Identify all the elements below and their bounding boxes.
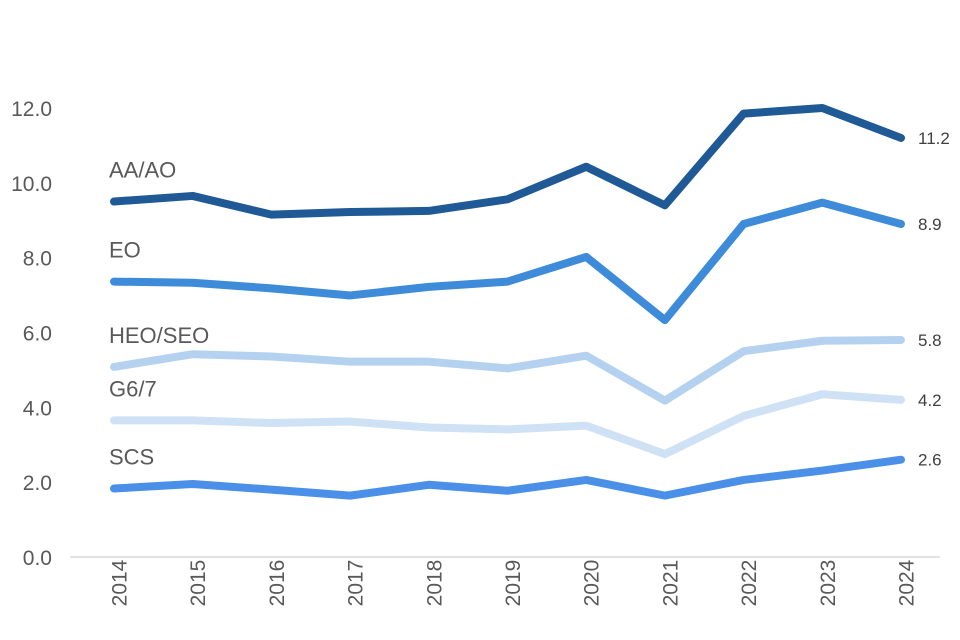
x-tick-label: 2017 xyxy=(345,560,368,607)
y-axis-ticks: 0.0 2.0 4.0 6.0 8.0 10.0 12.0 xyxy=(11,98,52,570)
series-line-eo xyxy=(110,198,905,325)
end-value-labels: 11.2 8.9 5.8 4.2 2.6 xyxy=(918,129,950,470)
x-tick-label: 2014 xyxy=(109,559,132,606)
y-tick-label: 4.0 xyxy=(23,397,52,420)
series-name-label: HEO/SEO xyxy=(109,323,209,348)
series-labels: AA/AO EO HEO/SEO G6/7 SCS xyxy=(109,158,209,470)
x-tick-label: 2024 xyxy=(896,559,919,606)
y-tick-label: 0.0 xyxy=(23,547,52,570)
x-tick-label: 2019 xyxy=(502,560,525,607)
x-tick-label: 2016 xyxy=(266,560,289,607)
x-axis-ticks: 2014 2015 2016 2017 2018 2019 2020 2021 2022 2023… xyxy=(109,559,919,606)
series-name-label: SCS xyxy=(109,445,154,470)
series-end-value-label: 2.6 xyxy=(918,451,942,470)
series-end-value-label: 11.2 xyxy=(918,129,950,148)
x-tick-label: 2018 xyxy=(423,560,446,607)
x-tick-label: 2021 xyxy=(659,560,682,607)
y-tick-label: 8.0 xyxy=(23,248,52,271)
y-tick-label: 6.0 xyxy=(23,323,52,346)
series-name-label: G6/7 xyxy=(109,376,157,401)
series-end-value-label: 8.9 xyxy=(918,215,942,234)
series-name-label: EO xyxy=(109,238,141,263)
y-tick-label: 10.0 xyxy=(11,173,52,196)
x-tick-label: 2022 xyxy=(738,560,761,607)
series-line-g6-7 xyxy=(110,390,905,459)
series-end-value-label: 5.8 xyxy=(918,331,942,350)
series-end-value-label: 4.2 xyxy=(918,391,942,410)
series-name-label: AA/AO xyxy=(109,158,176,183)
series-line-scs xyxy=(110,455,905,500)
x-tick-label: 2023 xyxy=(817,560,840,607)
series-lines xyxy=(110,104,905,500)
x-tick-label: 2020 xyxy=(581,560,604,607)
series-line-heo-seo xyxy=(110,335,905,405)
y-tick-label: 2.0 xyxy=(23,472,52,495)
y-tick-label: 12.0 xyxy=(11,98,52,121)
x-tick-label: 2015 xyxy=(187,560,210,607)
series-line-aa-ao xyxy=(110,104,905,219)
